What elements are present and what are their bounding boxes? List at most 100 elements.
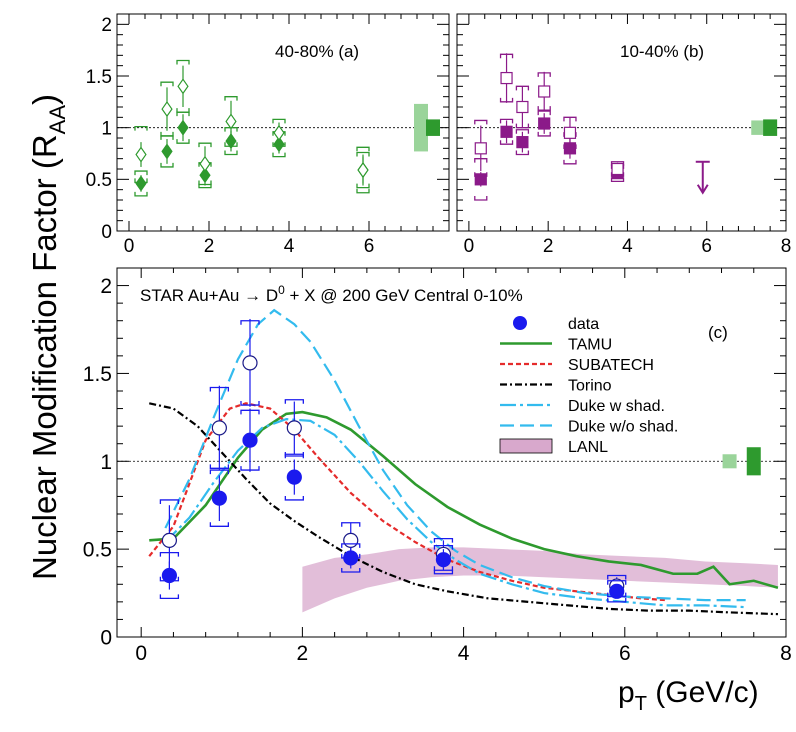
- systematic-bracket: [159, 552, 180, 557]
- data-point: [286, 469, 302, 485]
- systematic-bracket: [198, 142, 212, 148]
- x-tick-label: 4: [622, 236, 633, 257]
- data-point: [500, 71, 513, 85]
- systematic-bracket: [341, 567, 361, 573]
- data-point: [177, 78, 189, 95]
- systematic-bracket: [341, 543, 361, 548]
- data-point: [516, 136, 529, 149]
- data-point: [516, 100, 529, 114]
- systematic-bracket: [474, 172, 488, 177]
- y-tick-label: 2: [100, 275, 112, 298]
- y-tick-label: 0.5: [83, 539, 112, 562]
- systematic-bracket: [284, 453, 304, 459]
- systematic-bracket: [176, 108, 190, 113]
- systematic-bracket: [159, 499, 180, 504]
- y-tick-label: 0: [101, 222, 112, 243]
- x-tick-label: 2: [204, 236, 215, 257]
- systematic-bracket: [160, 162, 174, 168]
- data-point: [273, 124, 285, 141]
- data-point: [161, 143, 173, 160]
- systematic-bracket: [433, 569, 454, 575]
- data-point: [161, 567, 177, 584]
- systematic-bracket: [474, 196, 488, 201]
- systematic-bracket: [272, 142, 286, 147]
- data-point: [211, 420, 227, 436]
- data-point: [538, 117, 551, 130]
- title-superscript: 0: [278, 283, 285, 297]
- x-axis-label: pT (GeV/c): [618, 676, 759, 715]
- curve-torino: [149, 402, 778, 616]
- data-point: [474, 173, 487, 186]
- systematic-bracket: [356, 183, 370, 189]
- systematic-bracket: [356, 146, 370, 152]
- systematic-bracket: [284, 399, 304, 404]
- data-point: [357, 161, 369, 179]
- normalization-box: [426, 119, 440, 136]
- curve-duke-w-o-shad-: [164, 308, 746, 602]
- systematic-bracket: [134, 125, 148, 131]
- normalization-box: [763, 119, 778, 136]
- legend-label: Duke w shad.: [568, 398, 665, 415]
- title-part: + X @ 200 GeV Central 0-10%: [285, 286, 523, 305]
- systematic-bracket: [537, 131, 551, 137]
- panel-c: 0 2 4 6 800.511.52 STAR Au+Au → D0 + X @ 200 …: [83, 267, 792, 665]
- x-tick-label: 0: [124, 236, 135, 257]
- data-point: [286, 420, 302, 436]
- data-point: [273, 136, 285, 153]
- y-axis-label: Nuclear Modification Factor (RAA): [26, 94, 70, 580]
- legend-label: data: [568, 316, 599, 333]
- systematic-bracket: [198, 180, 212, 186]
- systematic-bracket: [433, 544, 454, 550]
- y-tick-label: 1: [101, 119, 112, 140]
- y-tick-label: 0: [100, 627, 112, 650]
- systematic-bracket: [515, 123, 530, 129]
- data-point: [135, 146, 147, 163]
- systematic-bracket: [537, 72, 551, 77]
- data-point: [435, 552, 452, 568]
- x-tick-label: 4: [458, 642, 470, 665]
- systematic-bracket: [134, 178, 148, 184]
- data-point: [242, 432, 258, 448]
- curve-subatech: [148, 402, 666, 602]
- data-point: [211, 490, 227, 506]
- curve-tamu: [149, 410, 779, 590]
- data-point: [609, 583, 625, 599]
- systematic-bracket: [433, 537, 454, 543]
- x-tick-label: 0: [464, 236, 475, 257]
- systematic-bracket: [224, 142, 238, 147]
- systematic-bracket: [160, 81, 174, 87]
- systematic-bracket: [224, 150, 238, 156]
- title-part: STAR Au+Au → D: [140, 286, 278, 305]
- systematic-bracket: [284, 495, 304, 501]
- systematic-bracket: [198, 183, 212, 189]
- systematic-bracket: [134, 191, 148, 197]
- systematic-bracket: [499, 53, 514, 59]
- systematic-bracket: [607, 580, 627, 585]
- normalization-box: [746, 447, 761, 476]
- x-tick-label: 8: [780, 642, 792, 665]
- legend-label: Duke w/o shad.: [568, 419, 678, 436]
- data-point: [161, 101, 173, 118]
- data-point: [500, 125, 513, 138]
- systematic-bracket: [272, 118, 286, 124]
- plot-frame: [456, 13, 787, 232]
- panel-annotation: 10-40% (b): [620, 42, 704, 61]
- lanl-band: [302, 547, 778, 613]
- systematic-bracket: [499, 140, 514, 145]
- systematic-bracket: [499, 118, 514, 124]
- systematic-bracket: [499, 97, 514, 103]
- data-point: [563, 126, 577, 139]
- systematic-bracket: [209, 522, 230, 527]
- x-tick-label: 2: [297, 642, 309, 665]
- data-point: [177, 119, 189, 136]
- systematic-bracket: [563, 116, 577, 122]
- x-tick-label: 2: [543, 236, 554, 257]
- legend-label: TAMU: [568, 337, 612, 354]
- systematic-bracket: [176, 139, 190, 144]
- systematic-bracket: [224, 96, 238, 101]
- panel-annotation: 40-80% (a): [275, 42, 359, 61]
- systematic-bracket: [272, 152, 286, 158]
- legend-band: [499, 438, 553, 454]
- x-tick-label: 8: [781, 236, 792, 257]
- data-point: [135, 175, 147, 192]
